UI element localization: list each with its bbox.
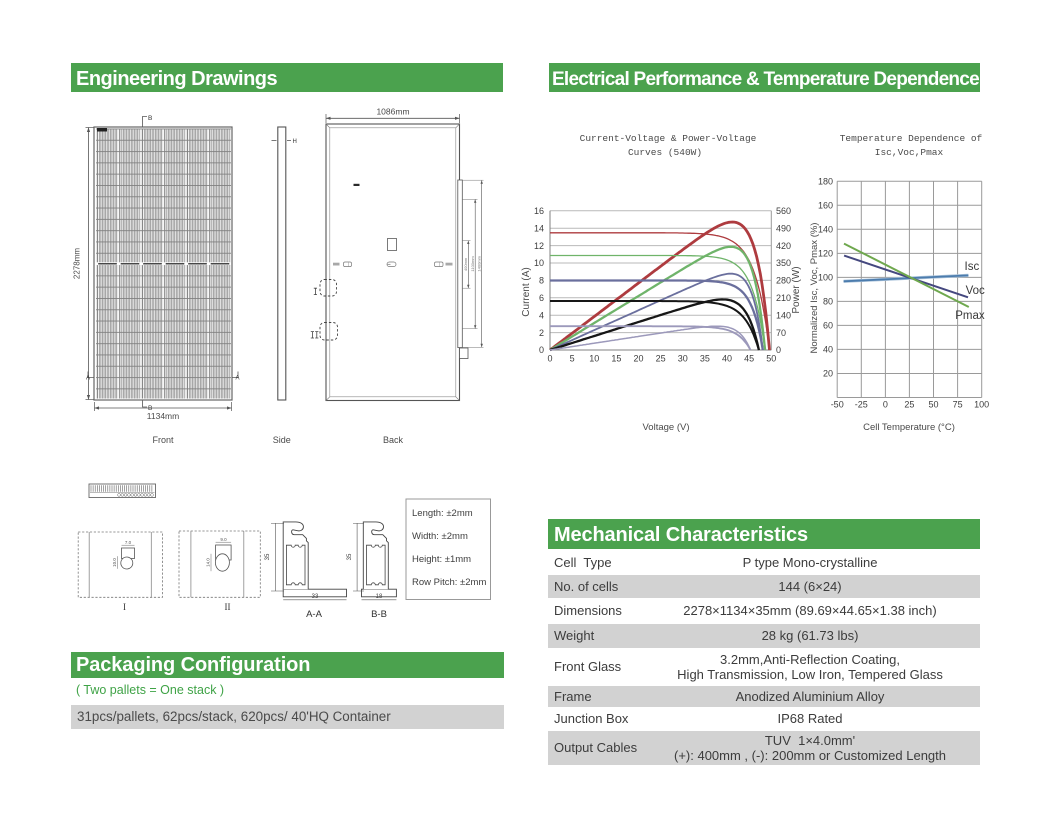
svg-text:Power (W): Power (W) <box>791 266 802 313</box>
svg-text:75: 75 <box>953 400 963 410</box>
svg-text:80: 80 <box>823 297 833 307</box>
svg-text:8: 8 <box>539 276 544 286</box>
svg-text:Voc: Voc <box>966 285 985 297</box>
svg-text:140: 140 <box>818 225 833 235</box>
svg-text:60: 60 <box>823 321 833 331</box>
svg-text:16: 16 <box>534 206 544 216</box>
svg-text:18: 18 <box>376 594 383 600</box>
svg-text:Cell Temperature (°C): Cell Temperature (°C) <box>863 422 955 433</box>
svg-text:-25: -25 <box>855 400 868 410</box>
svg-text:Back: Back <box>383 435 404 445</box>
svg-text:40: 40 <box>823 345 833 355</box>
svg-text:35: 35 <box>700 354 710 364</box>
svg-text:70: 70 <box>776 328 786 338</box>
svg-text:Length: ±2mm: Length: ±2mm <box>412 508 473 519</box>
svg-text:0: 0 <box>539 345 544 355</box>
svg-text:6: 6 <box>539 293 544 303</box>
svg-text:Current (A): Current (A) <box>521 267 532 316</box>
svg-text:Isc: Isc <box>965 261 980 273</box>
svg-text:15: 15 <box>611 354 621 364</box>
svg-text:25: 25 <box>656 354 666 364</box>
svg-text:10.0: 10.0 <box>112 558 117 567</box>
svg-text:Normalized Isc, Voc, Pmax (%): Normalized Isc, Voc, Pmax (%) <box>809 223 820 354</box>
svg-text:1134mm: 1134mm <box>147 411 179 421</box>
svg-text:420: 420 <box>776 241 791 251</box>
svg-text:160: 160 <box>818 201 833 211</box>
svg-text:B: B <box>148 405 152 412</box>
svg-text:Temperature Dependence of: Temperature Dependence of <box>840 133 983 144</box>
svg-text:Curves (540W): Curves (540W) <box>628 147 702 158</box>
svg-text:A-A: A-A <box>306 609 323 620</box>
svg-text:II: II <box>225 602 231 612</box>
svg-text:140: 140 <box>776 310 791 320</box>
svg-text:33: 33 <box>312 594 319 600</box>
svg-text:Row Pitch: ±2mm: Row Pitch: ±2mm <box>412 577 486 588</box>
svg-text:9.0: 9.0 <box>220 537 227 542</box>
svg-text:2: 2 <box>539 328 544 338</box>
svg-text:0: 0 <box>883 400 888 410</box>
svg-text:45: 45 <box>744 354 754 364</box>
svg-text:25: 25 <box>904 400 914 410</box>
svg-text:Height: ±1mm: Height: ±1mm <box>412 554 471 565</box>
svg-text:50: 50 <box>928 400 938 410</box>
svg-text:14: 14 <box>534 223 544 233</box>
svg-text:4: 4 <box>539 310 544 320</box>
svg-text:30: 30 <box>678 354 688 364</box>
svg-text:A: A <box>236 376 240 382</box>
svg-text:10: 10 <box>589 354 599 364</box>
svg-text:1100mm: 1100mm <box>470 256 475 272</box>
svg-text:A: A <box>86 376 90 382</box>
svg-text:210: 210 <box>776 293 791 303</box>
svg-text:35: 35 <box>347 553 353 560</box>
svg-text:400mm: 400mm <box>463 257 468 271</box>
svg-text:35: 35 <box>265 553 271 560</box>
svg-text:40: 40 <box>722 354 732 364</box>
svg-text:Side: Side <box>273 435 291 445</box>
svg-text:20: 20 <box>823 369 833 379</box>
svg-text:Pmax: Pmax <box>955 310 985 322</box>
svg-text:0: 0 <box>776 345 781 355</box>
svg-text:B: B <box>148 115 152 122</box>
svg-text:180: 180 <box>818 177 833 187</box>
svg-text:H: H <box>293 139 297 145</box>
svg-text:1400mm: 1400mm <box>477 255 482 271</box>
svg-text:490: 490 <box>776 223 791 233</box>
svg-text:10: 10 <box>534 258 544 268</box>
svg-text:12: 12 <box>534 241 544 251</box>
svg-text:50: 50 <box>766 354 776 364</box>
svg-text:Isc,Voc,Pmax: Isc,Voc,Pmax <box>875 147 944 158</box>
svg-text:0: 0 <box>547 354 552 364</box>
svg-text:5: 5 <box>570 354 575 364</box>
svg-text:560: 560 <box>776 206 791 216</box>
svg-text:Voltage (V): Voltage (V) <box>643 422 690 433</box>
svg-text:1086mm: 1086mm <box>376 107 409 117</box>
svg-text:2278mm: 2278mm <box>73 248 82 279</box>
svg-text:100: 100 <box>818 273 833 283</box>
svg-text:280: 280 <box>776 276 791 286</box>
svg-text:Current-Voltage & Power-Voltag: Current-Voltage & Power-Voltage <box>580 133 757 144</box>
svg-text:B-B: B-B <box>371 609 387 620</box>
svg-text:I: I <box>123 602 126 612</box>
svg-text:350: 350 <box>776 258 791 268</box>
svg-text:20: 20 <box>633 354 643 364</box>
svg-text:Front: Front <box>152 435 174 445</box>
svg-text:14.0: 14.0 <box>206 558 211 567</box>
svg-text:-50: -50 <box>831 400 844 410</box>
svg-text:100: 100 <box>974 400 989 410</box>
svg-text:7.0: 7.0 <box>125 540 132 545</box>
svg-text:120: 120 <box>818 249 833 259</box>
svg-text:Width: ±2mm: Width: ±2mm <box>412 531 468 542</box>
